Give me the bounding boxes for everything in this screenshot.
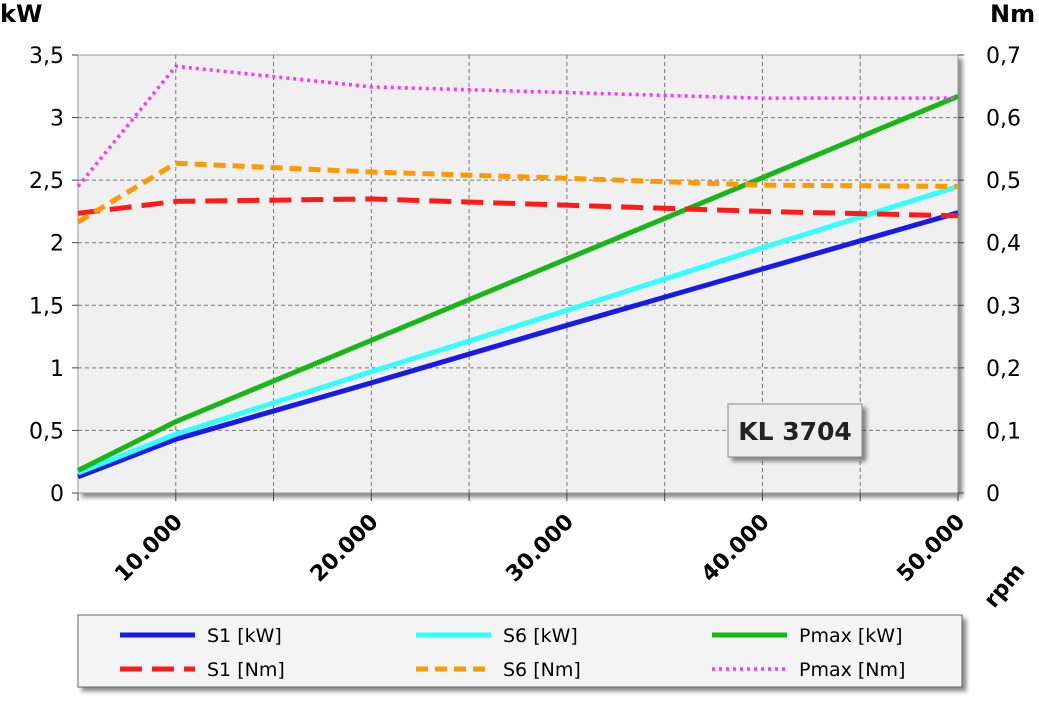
y-left-tick-label: 0 (50, 482, 64, 507)
y-left-tick-label: 1,5 (29, 294, 64, 319)
legend-label: Pmax [Nm] (799, 659, 905, 681)
y-left-tick-label: 1 (50, 357, 64, 382)
y-left-tick-label: 3,5 (29, 44, 64, 69)
legend-label: Pmax [kW] (799, 625, 903, 647)
series-line-pmax-nm- (76, 64, 958, 188)
y-right-tick-label: 0,3 (986, 294, 1021, 319)
legend-label: S6 [Nm] (503, 659, 581, 681)
y-left-label: kW (0, 0, 42, 28)
y-right-tick-label: 0 (986, 482, 1000, 507)
y-left-tick-label: 2,5 (29, 169, 64, 194)
series-line-s6-nm- (76, 160, 959, 225)
legend-label: S6 [kW] (503, 625, 578, 647)
y-left-tick-label: 2 (50, 232, 64, 257)
y-right-tick-label: 0,2 (986, 357, 1021, 382)
legend-label: S1 [Nm] (207, 659, 285, 681)
y-right-label: Nm (990, 0, 1035, 28)
series-line-pmax-kw- (76, 93, 959, 473)
x-tick-label: 40.000 (697, 510, 775, 588)
x-tick-label: 10.000 (110, 510, 188, 588)
legend (77, 614, 963, 688)
model-label: KL 3704 (738, 417, 852, 446)
y-right-tick-label: 0,7 (986, 44, 1021, 69)
x-label: rpm (980, 559, 1031, 613)
y-right-tick-label: 0,4 (986, 232, 1021, 257)
y-right-tick-label: 0,1 (986, 419, 1021, 444)
y-right-tick-label: 0,6 (986, 107, 1021, 132)
y-right-tick-label: 0,5 (986, 169, 1021, 194)
series-line-s1-nm- (77, 196, 959, 219)
x-tick-label: 20.000 (306, 510, 384, 588)
model-label-box: KL 3704 (727, 403, 863, 458)
series-line-s1-kw- (77, 210, 959, 480)
x-tick-label: 30.000 (501, 510, 579, 588)
y-left-tick-label: 0,5 (29, 419, 64, 444)
x-tick-label: 50.000 (893, 510, 971, 588)
legend-label: S1 [kW] (207, 625, 282, 647)
series-line-s6-kw- (77, 184, 959, 476)
y-left-tick-label: 3 (50, 107, 64, 132)
